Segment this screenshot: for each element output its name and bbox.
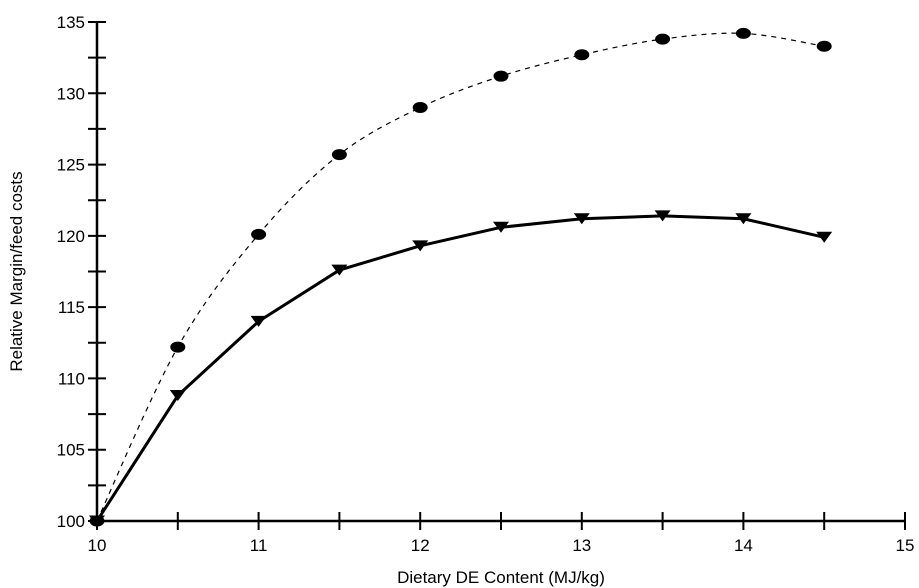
y-tick-label: 135 [57,13,85,32]
series-1-point [816,40,832,52]
x-tick-label: 13 [572,536,591,555]
x-axis: 10 11 12 13 14 15 [88,512,915,555]
series-2-point [412,240,429,252]
x-tick-label: 14 [734,536,753,555]
series-1-point [331,149,347,161]
series-2-point [654,210,671,222]
series-2-point [89,515,105,527]
series-1-point [493,70,509,82]
x-tick-label: 12 [411,536,430,555]
series-1-point [251,228,267,240]
series-2-point [735,213,752,225]
y-tick-label: 130 [57,84,85,103]
series-1-point [735,27,751,39]
series-2-line [95,214,825,522]
x-tick-label: 10 [88,536,107,555]
x-tick-label: 15 [896,536,915,555]
series-1-point [412,102,428,114]
y-tick-label: 115 [58,298,85,317]
series-2 [89,210,833,527]
y-axis-title: Relative Margin/feed costs [7,171,26,371]
series-1 [89,27,832,527]
y-tick-label: 120 [57,227,85,246]
x-tick-label: 11 [250,536,268,555]
series-2-point [493,221,509,233]
series-1-point [655,33,671,45]
y-tick-label: 105 [57,441,85,460]
series-layer [89,27,833,527]
series-2-point [250,315,267,327]
series-1-point [170,341,186,353]
series-2-point [816,231,833,243]
y-axis: 100 105 110 115 120 125 130 135 [57,13,106,531]
y-tick-label: 100 [57,512,85,531]
y-tick-label: 110 [58,369,85,388]
series-2-point [573,213,590,225]
series-2-point [331,264,348,276]
y-tick-label: 125 [57,156,85,175]
series-1-line [96,32,825,522]
x-axis-title: Dietary DE Content (MJ/kg) [397,568,605,587]
series-2-point [169,390,186,402]
series-1-point [574,49,590,61]
